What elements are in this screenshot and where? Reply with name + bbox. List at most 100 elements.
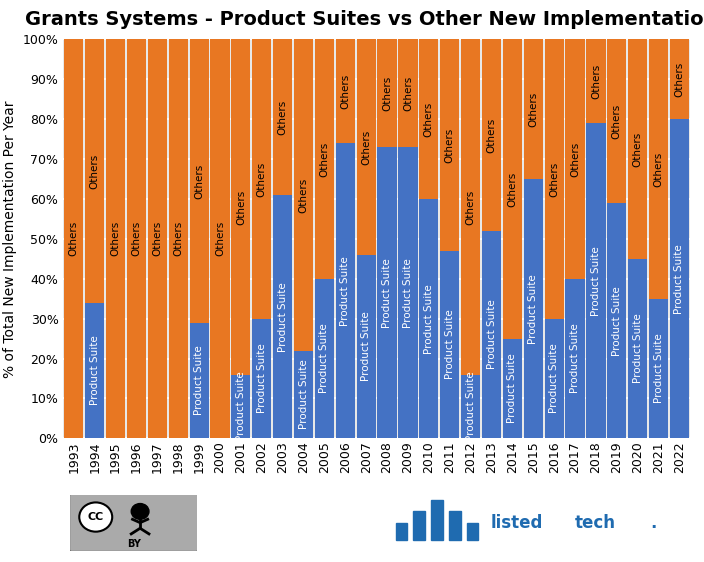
Text: Others: Others: [340, 74, 351, 109]
Bar: [232, 374, 251, 438]
Text: Product Suite: Product Suite: [528, 274, 539, 343]
Bar: [461, 39, 480, 374]
Bar: [396, 523, 408, 540]
Bar: [148, 39, 167, 438]
Bar: [336, 143, 355, 438]
Text: Product Suite: Product Suite: [591, 246, 601, 316]
Text: Others: Others: [528, 92, 539, 127]
Bar: [503, 39, 522, 338]
Bar: [482, 231, 501, 438]
Bar: [85, 303, 104, 438]
Bar: [545, 319, 564, 438]
Text: Others: Others: [465, 189, 476, 225]
Text: Product Suite: Product Suite: [236, 371, 246, 441]
Text: Others: Others: [320, 142, 329, 176]
Bar: [586, 39, 605, 123]
Text: Others: Others: [69, 221, 79, 256]
Text: Product Suite: Product Suite: [403, 258, 413, 328]
Bar: [189, 39, 208, 323]
Bar: [449, 511, 460, 540]
Bar: [649, 39, 668, 299]
Text: Product Suite: Product Suite: [486, 300, 496, 369]
Text: Others: Others: [612, 103, 622, 139]
FancyBboxPatch shape: [69, 493, 199, 552]
Bar: [315, 39, 334, 279]
Text: Product Suite: Product Suite: [194, 346, 204, 415]
Bar: [315, 279, 334, 438]
Bar: [169, 39, 188, 438]
Text: listed: listed: [490, 514, 543, 532]
Bar: [565, 279, 584, 438]
Text: Others: Others: [403, 75, 413, 111]
Title: Grants Systems - Product Suites vs Other New Implementations: Grants Systems - Product Suites vs Other…: [25, 11, 704, 29]
Text: Others: Others: [570, 142, 580, 176]
Text: Others: Others: [486, 117, 496, 153]
Bar: [336, 39, 355, 143]
Text: Others: Others: [173, 221, 183, 256]
Bar: [565, 39, 584, 279]
Text: Others: Others: [653, 151, 664, 187]
Bar: [649, 299, 668, 438]
Bar: [398, 39, 417, 147]
Bar: [357, 255, 376, 438]
Text: Others: Others: [508, 171, 517, 207]
Text: Product Suite: Product Suite: [612, 285, 622, 356]
Text: Others: Others: [424, 102, 434, 137]
Bar: [586, 123, 605, 438]
Bar: [461, 374, 480, 438]
Text: Product Suite: Product Suite: [320, 324, 329, 393]
Text: Others: Others: [152, 221, 163, 256]
Bar: [64, 39, 83, 438]
Text: Others: Others: [215, 221, 225, 256]
Text: Product Suite: Product Suite: [257, 343, 267, 414]
Bar: [377, 147, 396, 438]
Text: Others: Others: [633, 132, 643, 167]
Text: Product Suite: Product Suite: [382, 258, 392, 328]
Bar: [524, 39, 543, 179]
Bar: [467, 523, 479, 540]
Text: Product Suite: Product Suite: [508, 353, 517, 423]
Bar: [210, 39, 230, 438]
Text: Others: Others: [89, 153, 100, 189]
Bar: [413, 511, 425, 540]
Text: Product Suite: Product Suite: [653, 334, 664, 404]
Text: Others: Others: [111, 221, 120, 256]
Bar: [670, 39, 689, 119]
Text: Product Suite: Product Suite: [445, 310, 455, 379]
Text: Others: Others: [445, 128, 455, 163]
Text: Product Suite: Product Suite: [424, 284, 434, 353]
Text: Product Suite: Product Suite: [570, 324, 580, 393]
Bar: [252, 39, 271, 319]
Circle shape: [131, 504, 149, 519]
Y-axis label: % of Total New Implementation Per Year: % of Total New Implementation Per Year: [3, 100, 17, 378]
Text: Others: Others: [382, 75, 392, 111]
Bar: [106, 39, 125, 438]
Bar: [608, 203, 627, 438]
Bar: [127, 39, 146, 438]
Text: Product Suite: Product Suite: [674, 244, 684, 314]
Bar: [608, 39, 627, 203]
Text: CC: CC: [87, 512, 104, 522]
Bar: [545, 39, 564, 319]
Bar: [420, 39, 439, 199]
Text: Others: Others: [298, 178, 308, 212]
Bar: [357, 39, 376, 255]
Bar: [440, 39, 459, 251]
Text: tech: tech: [574, 514, 615, 532]
Bar: [273, 195, 292, 438]
Bar: [440, 251, 459, 438]
Text: Product Suite: Product Suite: [549, 343, 559, 414]
Bar: [189, 323, 208, 438]
Bar: [628, 259, 647, 438]
Text: Product Suite: Product Suite: [340, 256, 351, 325]
Text: .: .: [650, 514, 656, 532]
Bar: [252, 319, 271, 438]
Text: Others: Others: [132, 221, 142, 256]
Bar: [503, 338, 522, 438]
Bar: [628, 39, 647, 259]
Circle shape: [80, 502, 112, 532]
Text: Product Suite: Product Suite: [465, 371, 476, 441]
Bar: [524, 179, 543, 438]
Text: Product Suite: Product Suite: [361, 312, 371, 382]
Text: Others: Others: [674, 62, 684, 97]
